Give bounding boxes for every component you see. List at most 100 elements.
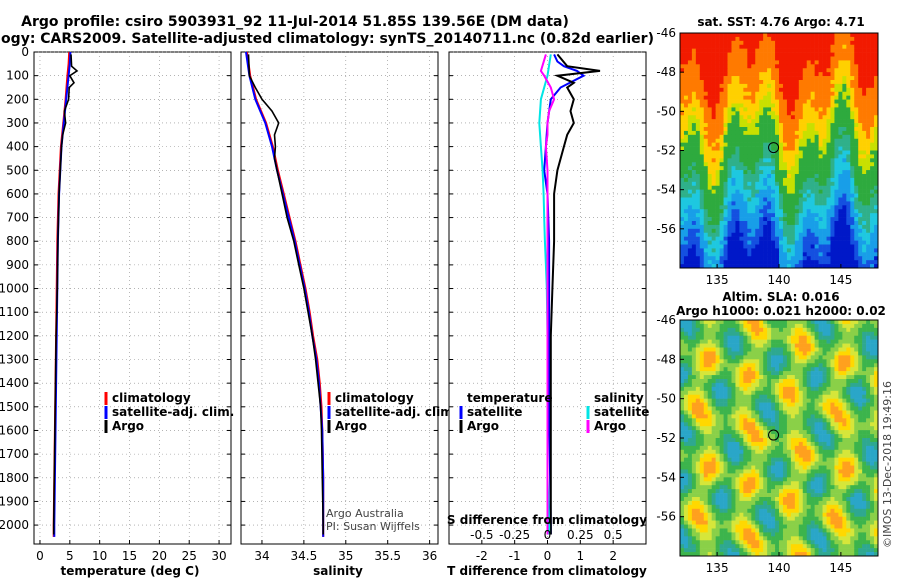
heatmap-cell	[695, 154, 701, 159]
heatmap-cell	[771, 224, 776, 230]
heatmap-cell	[723, 335, 728, 340]
heatmap-cell	[707, 99, 712, 104]
heatmap-cell	[822, 166, 827, 171]
depth-tick-label: 1000	[0, 282, 29, 296]
heatmap-cell	[759, 40, 764, 46]
heatmap-cell	[870, 390, 875, 396]
heatmap-cell	[771, 339, 776, 344]
heatmap-cell	[822, 406, 827, 411]
heatmap-cell	[680, 375, 685, 380]
heatmap-cell	[794, 256, 800, 261]
heatmap-cell	[747, 60, 752, 65]
heatmap-cell	[802, 375, 808, 380]
heatmap-cell	[854, 130, 859, 136]
heatmap-cell	[743, 146, 748, 151]
heatmap-cell	[683, 177, 689, 183]
heatmap-cell	[723, 193, 728, 198]
heatmap-cell	[846, 430, 851, 435]
heatmap-cell	[759, 99, 764, 104]
heatmap-cell	[715, 177, 720, 183]
heatmap-cell	[763, 371, 768, 376]
heatmap-cell	[790, 48, 796, 53]
heatmap-cell	[826, 264, 831, 269]
heatmap-cell	[775, 434, 780, 439]
heatmap-cell	[767, 162, 772, 167]
heatmap-cell	[850, 189, 855, 194]
heatmap-cell	[779, 142, 784, 147]
heatmap-cell	[814, 130, 819, 136]
heatmap-cell	[703, 228, 709, 234]
heatmap-cell	[786, 410, 792, 415]
heatmap-cell	[691, 264, 697, 269]
heatmap-cell	[806, 390, 811, 396]
heatmap-cell	[779, 177, 784, 183]
heatmap-cell	[723, 91, 728, 96]
heatmap-cell	[782, 119, 788, 124]
heatmap-cell	[703, 166, 709, 171]
heatmap-cell	[822, 402, 827, 407]
heatmap-cell	[858, 36, 863, 42]
heatmap-cell	[763, 394, 768, 399]
heatmap-cell	[826, 60, 831, 65]
heatmap-cell	[838, 430, 843, 435]
heatmap-cell	[775, 174, 780, 179]
heatmap-cell	[680, 335, 685, 340]
heatmap-cell	[790, 363, 796, 368]
heatmap-cell	[755, 244, 760, 249]
heatmap-cell	[834, 201, 839, 206]
heatmap-cell	[850, 320, 855, 325]
heatmap-cell	[782, 162, 788, 167]
heatmap-cell	[870, 221, 875, 226]
heatmap-cell	[699, 386, 705, 392]
heatmap-cell	[779, 201, 784, 206]
heatmap-cell	[779, 99, 784, 104]
heatmap-cell	[818, 339, 823, 344]
heatmap-cell	[834, 347, 839, 352]
heatmap-cell	[763, 390, 768, 396]
heatmap-cell	[798, 154, 804, 159]
heatmap-cell	[838, 256, 843, 261]
heatmap-cell	[735, 127, 740, 132]
heatmap-cell	[814, 170, 819, 175]
heatmap-cell	[727, 213, 732, 218]
heatmap-cell	[703, 95, 709, 100]
heatmap-cell	[782, 441, 788, 447]
heatmap-cell	[782, 99, 788, 104]
heatmap-cell	[727, 351, 732, 356]
heatmap-cell	[854, 111, 859, 116]
heatmap-cell	[711, 68, 716, 73]
heatmap-cell	[814, 146, 819, 151]
heatmap-cell	[870, 134, 875, 140]
heatmap-cell	[755, 91, 760, 96]
heatmap-cell	[711, 217, 716, 222]
heatmap-cell	[874, 375, 879, 380]
heatmap-cell	[743, 441, 748, 447]
heatmap-cell	[798, 359, 804, 364]
heatmap-cell	[695, 146, 701, 151]
heatmap-cell	[806, 95, 811, 100]
heatmap-cell	[866, 174, 871, 179]
heatmap-cell	[782, 95, 788, 100]
heatmap-cell	[743, 95, 748, 100]
heatmap-cell	[834, 382, 839, 388]
depth-tick-label: 700	[6, 211, 29, 225]
heatmap-cell	[814, 339, 819, 344]
heatmap-cell	[830, 68, 835, 73]
heatmap-cell	[771, 402, 776, 407]
heatmap-cell	[794, 189, 800, 194]
heatmap-cell	[814, 162, 819, 167]
heatmap-cell	[727, 166, 732, 171]
heatmap-cell	[830, 390, 835, 396]
heatmap-cell	[790, 33, 796, 38]
heatmap-cell	[794, 244, 800, 249]
heatmap-cell	[707, 130, 712, 136]
legend-satellite-label: satellite-adj. clim.	[112, 405, 234, 419]
heatmap-cell	[834, 343, 839, 348]
heatmap-cell	[767, 205, 772, 210]
heatmap-cell	[790, 185, 796, 190]
heatmap-cell	[763, 331, 768, 337]
heatmap-cell	[683, 146, 689, 151]
heatmap-cell	[830, 402, 835, 407]
heatmap-cell	[719, 174, 724, 179]
heatmap-cell	[719, 264, 724, 269]
